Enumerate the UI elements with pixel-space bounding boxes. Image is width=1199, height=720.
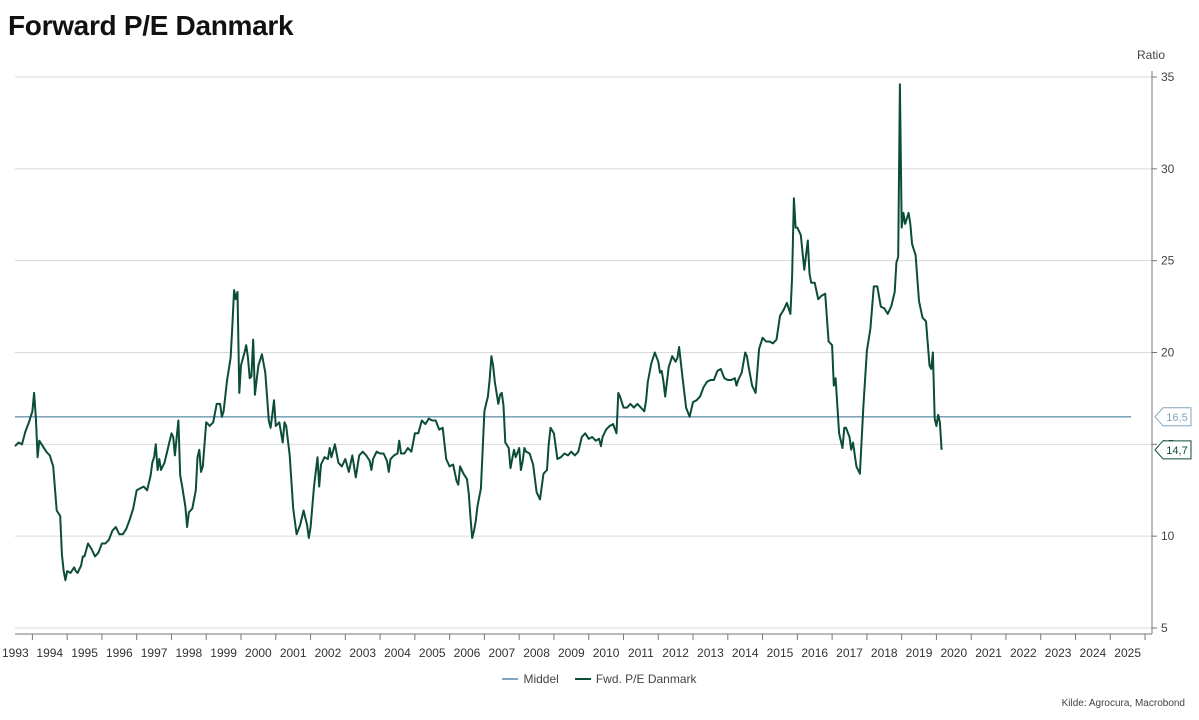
- x-tick-label-2019: 2019: [906, 646, 933, 660]
- x-tick-label-2005: 2005: [419, 646, 446, 660]
- x-tick-label-2003: 2003: [349, 646, 376, 660]
- x-tick-label-2023: 2023: [1045, 646, 1072, 660]
- x-tick-label-2010: 2010: [593, 646, 620, 660]
- legend-item-fwd-pe[interactable]: Fwd. P/E Danmark: [574, 672, 697, 686]
- x-tick-label-1993: 1993: [2, 646, 29, 660]
- y-tick-label-20: 20: [1161, 346, 1175, 360]
- x-tick-label-2012: 2012: [662, 646, 689, 660]
- chart-title: Forward P/E Danmark: [8, 10, 294, 41]
- legend-label-fwd-pe: Fwd. P/E Danmark: [595, 672, 697, 686]
- x-tick-label-2017: 2017: [836, 646, 863, 660]
- grid-lines: [15, 76, 1152, 629]
- y-tick-label-25: 25: [1161, 254, 1175, 268]
- end-label-text-0: 16,5: [1166, 412, 1187, 424]
- legend-swatch-fwd-pe: [574, 678, 591, 680]
- x-tick-label-2009: 2009: [558, 646, 585, 660]
- x-tick-label-2014: 2014: [732, 646, 759, 660]
- legend-swatch-middel: [502, 678, 519, 680]
- legend-label-middel: Middel: [523, 672, 559, 686]
- x-tick-label-2013: 2013: [697, 646, 724, 660]
- y-tick-label-5: 5: [1161, 621, 1168, 635]
- x-tick-label-2008: 2008: [523, 646, 550, 660]
- chart-plot: 1993 1994 1995 1996 1997 1998 1999 2000 2001 2002…: [2, 70, 1192, 660]
- end-label-box-1: [1154, 440, 1192, 460]
- x-tick-label-2000: 2000: [245, 646, 272, 660]
- x-tick-label-2004: 2004: [384, 646, 411, 660]
- x-tick-label-2006: 2006: [454, 646, 481, 660]
- x-tick-label-2002: 2002: [315, 646, 342, 660]
- x-tick-label-1994: 1994: [36, 646, 63, 660]
- x-tick-label-2020: 2020: [940, 646, 967, 660]
- x-tick-label-2001: 2001: [280, 646, 307, 660]
- source-note: Kilde: Agrocura, Macrobond: [1061, 698, 1185, 709]
- x-tick-label-2025: 2025: [1114, 646, 1141, 660]
- x-tick-label-1997: 1997: [141, 646, 168, 660]
- x-tick-label-2011: 2011: [628, 646, 654, 660]
- y-axis: 5101520253035: [1151, 70, 1175, 635]
- end-label-1: 14,7: [1154, 440, 1192, 460]
- series-layer: [14, 83, 1132, 582]
- x-tick-label-1996: 1996: [106, 646, 133, 660]
- legend: Middel Fwd. P/E Danmark: [0, 672, 1199, 686]
- series-line-1: [14, 83, 943, 582]
- end-label-text-1: 14,7: [1166, 445, 1187, 457]
- x-tick-label-2018: 2018: [871, 646, 898, 660]
- x-tick-label-2022: 2022: [1010, 646, 1037, 660]
- y-tick-label-30: 30: [1161, 162, 1175, 176]
- end-label-0: 16,5: [1154, 407, 1192, 427]
- x-tick-label-1995: 1995: [71, 646, 98, 660]
- y-tick-label-10: 10: [1161, 529, 1175, 543]
- x-tick-label-2015: 2015: [767, 646, 794, 660]
- y-tick-label-35: 35: [1161, 70, 1175, 84]
- end-labels: 16,5 14,7: [1154, 407, 1192, 460]
- x-axis: 1993 1994 1995 1996 1997 1998 1999 2000 2001 2002…: [2, 633, 1152, 660]
- x-tick-label-2021: 2021: [975, 646, 1002, 660]
- x-tick-label-2024: 2024: [1080, 646, 1107, 660]
- x-tick-label-2016: 2016: [801, 646, 828, 660]
- legend-item-middel[interactable]: Middel: [502, 672, 559, 686]
- end-label-box-0: [1154, 407, 1192, 427]
- x-tick-label-1998: 1998: [176, 646, 203, 660]
- x-tick-label-2007: 2007: [488, 646, 515, 660]
- x-tick-label-1999: 1999: [210, 646, 237, 660]
- y-axis-unit-label: Ratio: [1137, 48, 1166, 62]
